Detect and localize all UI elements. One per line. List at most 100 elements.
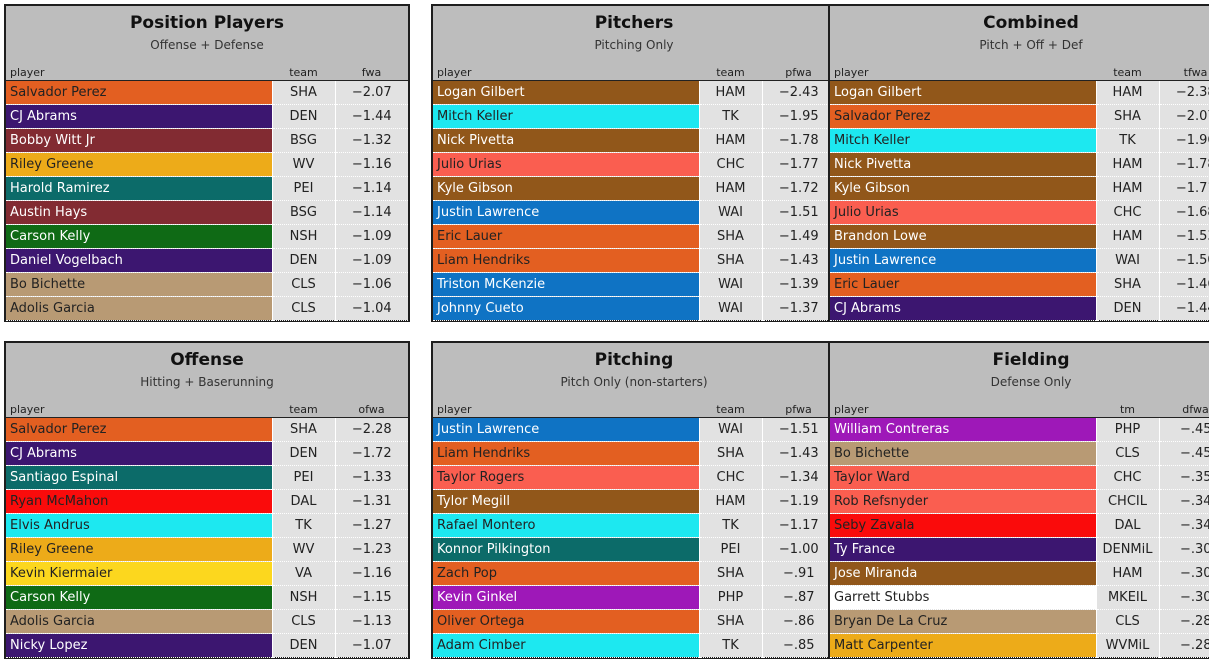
column-header-team: team: [272, 397, 335, 418]
player-name: Eric Lauer: [433, 224, 699, 249]
player-name: Ryan McMahon: [6, 489, 272, 514]
team-code: HAM: [698, 176, 762, 201]
war-value: −1.13: [334, 609, 408, 634]
player-name: Kyle Gibson: [830, 176, 1096, 201]
team-code: CLS: [271, 272, 335, 297]
player-name: Riley Greene: [6, 537, 272, 562]
leaderboard-table: player team ofwa Salvador Perez SHA −2.28 C…: [6, 397, 408, 658]
team-code: WAI: [698, 296, 762, 321]
panel-fielding: Fielding Defense Only player tm dfwa Wil…: [828, 341, 1209, 659]
player-name: Nick Pivetta: [830, 152, 1096, 177]
player-name: William Contreras: [830, 417, 1096, 442]
table-header-row: player team ofwa: [6, 397, 408, 418]
war-value: −1.44: [1158, 296, 1209, 321]
panel-offense: Offense Hitting + Baserunning player tea…: [4, 341, 410, 659]
team-code: HAM: [698, 489, 762, 514]
player-name: Rafael Montero: [433, 513, 699, 538]
team-code: HAM: [698, 128, 762, 153]
player-name: Elvis Andrus: [6, 513, 272, 538]
team-code: CLS: [1095, 609, 1159, 634]
player-name: Liam Hendriks: [433, 248, 699, 273]
player-name: Austin Hays: [6, 200, 272, 225]
leaderboard-table: player team pfwa Logan Gilbert HAM −2.43 Mi…: [433, 60, 835, 321]
war-value: −2.28: [334, 417, 408, 442]
table-row: Matt Carpenter WVMiL −.28: [830, 633, 1209, 658]
team-code: DAL: [1095, 513, 1159, 538]
table-row: Bobby Witt Jr BSG −1.32: [6, 128, 408, 153]
war-value: −1.46: [1158, 272, 1209, 297]
table-row: Adam Cimber TK −.85: [433, 633, 835, 658]
player-name: Riley Greene: [6, 152, 272, 177]
panel-subtitle: Pitching Only: [594, 38, 674, 52]
team-code: WV: [271, 152, 335, 177]
player-name: Mitch Keller: [433, 104, 699, 129]
table-row: Taylor Rogers CHC −1.34: [433, 465, 835, 490]
player-name: Logan Gilbert: [433, 80, 699, 105]
table-row: Riley Greene WV −1.16: [6, 152, 408, 177]
table-body: Salvador Perez SHA −2.07 CJ Abrams DEN −1.44 B…: [6, 80, 408, 321]
panel-pitchers: Pitchers Pitching Only player team pfwa …: [431, 4, 837, 322]
table-row: Kyle Gibson HAM −1.72: [433, 176, 835, 201]
war-value: −1.27: [334, 513, 408, 538]
war-value: −1.49: [761, 224, 835, 249]
table-row: Liam Hendriks SHA −1.43: [433, 248, 835, 273]
war-value: −1.32: [334, 128, 408, 153]
table-row: Oliver Ortega SHA −.86: [433, 609, 835, 634]
panel-pitching: Pitching Pitch Only (non-starters) playe…: [431, 341, 837, 659]
team-code: DEN: [271, 104, 335, 129]
war-value: −1.34: [761, 465, 835, 490]
panel-subtitle: Pitch Only (non-starters): [560, 375, 708, 389]
column-header-team: team: [699, 60, 762, 81]
war-value: −.86: [761, 609, 835, 634]
panel-header: Fielding Defense Only: [830, 343, 1209, 397]
team-code: SHA: [698, 248, 762, 273]
player-name: Julio Urias: [433, 152, 699, 177]
war-value: −.85: [761, 633, 835, 658]
table-row: Konnor Pilkington PEI −1.00: [433, 537, 835, 562]
war-value: −1.72: [761, 176, 835, 201]
player-name: Taylor Rogers: [433, 465, 699, 490]
table-row: William Contreras PHP −.45: [830, 417, 1209, 442]
team-code: TK: [698, 633, 762, 658]
team-code: DEN: [271, 441, 335, 466]
column-header-team: team: [272, 60, 335, 81]
table-row: CJ Abrams DEN −1.72: [6, 441, 408, 466]
table-row: Justin Lawrence WAI −1.51: [433, 417, 835, 442]
player-name: Adam Cimber: [433, 633, 699, 658]
war-value: −.30: [1158, 585, 1209, 610]
table-row: Carson Kelly NSH −1.09: [6, 224, 408, 249]
table-row: Johnny Cueto WAI −1.37: [433, 296, 835, 321]
player-name: Adolis Garcia: [6, 609, 272, 634]
war-value: −1.17: [761, 513, 835, 538]
column-header-player: player: [6, 60, 272, 81]
table-header-row: player team tfwa: [830, 60, 1209, 81]
team-code: CLS: [271, 296, 335, 321]
war-value: −1.68: [1158, 200, 1209, 225]
war-value: −1.77: [761, 152, 835, 177]
team-code: SHA: [698, 561, 762, 586]
table-row: Bo Bichette CLS −.45: [830, 441, 1209, 466]
team-code: WAI: [1095, 248, 1159, 273]
column-header-value: pfwa: [762, 397, 835, 418]
table-row: Taylor Ward CHC −.35: [830, 465, 1209, 490]
table-row: Triston McKenzie WAI −1.39: [433, 272, 835, 297]
player-name: Bobby Witt Jr: [6, 128, 272, 153]
war-value: −.91: [761, 561, 835, 586]
table-row: Liam Hendriks SHA −1.43: [433, 441, 835, 466]
team-code: TK: [698, 513, 762, 538]
war-value: −1.53: [1158, 224, 1209, 249]
war-value: −1.71: [1158, 176, 1209, 201]
panel-subtitle: Pitch + Off + Def: [979, 38, 1083, 52]
team-code: DEN: [271, 248, 335, 273]
panel-header: Combined Pitch + Off + Def: [830, 6, 1209, 60]
player-name: Nick Pivetta: [433, 128, 699, 153]
player-name: Mitch Keller: [830, 128, 1096, 153]
player-name: Justin Lawrence: [433, 417, 699, 442]
column-header-player: player: [830, 397, 1096, 418]
